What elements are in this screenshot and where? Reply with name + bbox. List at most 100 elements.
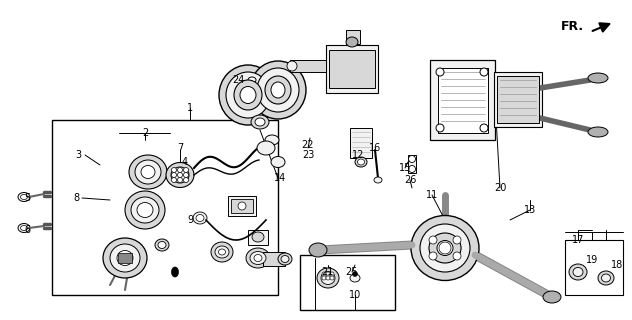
Bar [408, 155, 416, 173]
Ellipse shape [137, 203, 153, 218]
Ellipse shape [20, 195, 28, 199]
Ellipse shape [254, 254, 262, 261]
Bar [290, 60, 326, 72]
Circle shape [436, 68, 444, 76]
Text: 17: 17 [572, 235, 584, 245]
Text: 18: 18 [611, 260, 623, 270]
Text: 13: 13 [524, 205, 536, 215]
Ellipse shape [598, 271, 614, 285]
Text: 2: 2 [142, 128, 148, 138]
Ellipse shape [257, 141, 275, 155]
Ellipse shape [166, 163, 194, 188]
Bar [350, 128, 372, 158]
Ellipse shape [317, 268, 339, 288]
Ellipse shape [129, 155, 167, 189]
Ellipse shape [131, 197, 159, 223]
Text: 4: 4 [182, 157, 188, 167]
Text: 20: 20 [494, 183, 506, 193]
Ellipse shape [18, 193, 30, 202]
Bar [346, 30, 360, 44]
Text: 14: 14 [274, 173, 286, 183]
Ellipse shape [211, 242, 233, 262]
Ellipse shape [573, 268, 583, 276]
Text: 23: 23 [302, 150, 314, 160]
Ellipse shape [429, 233, 461, 263]
Ellipse shape [234, 80, 262, 110]
Bar [300, 255, 395, 310]
Ellipse shape [226, 72, 270, 118]
Ellipse shape [420, 224, 470, 272]
Ellipse shape [358, 159, 365, 165]
Ellipse shape [278, 253, 292, 265]
Ellipse shape [135, 160, 161, 184]
Ellipse shape [265, 76, 291, 104]
Ellipse shape [281, 255, 289, 262]
Ellipse shape [309, 243, 327, 257]
Circle shape [330, 276, 334, 280]
Circle shape [322, 272, 326, 276]
Bar [263, 252, 285, 266]
Circle shape [183, 172, 188, 178]
Ellipse shape [350, 274, 360, 282]
Ellipse shape [155, 239, 169, 251]
Ellipse shape [257, 68, 299, 112]
Ellipse shape [321, 271, 335, 284]
Text: 19: 19 [586, 255, 598, 265]
Ellipse shape [251, 115, 269, 129]
Ellipse shape [602, 274, 611, 282]
Bar [326, 45, 378, 93]
Circle shape [183, 178, 188, 182]
Ellipse shape [117, 251, 133, 266]
Bar [438, 68, 488, 133]
Ellipse shape [196, 214, 204, 221]
Ellipse shape [588, 73, 608, 83]
Ellipse shape [346, 37, 358, 47]
Circle shape [322, 276, 326, 280]
Bar [118, 253, 132, 263]
Ellipse shape [588, 127, 608, 137]
Bar [565, 240, 623, 295]
Text: 9: 9 [187, 215, 193, 225]
Bar [430, 60, 495, 140]
Ellipse shape [250, 252, 266, 265]
Text: 3: 3 [75, 150, 81, 160]
Circle shape [326, 272, 330, 276]
Circle shape [408, 165, 415, 172]
Ellipse shape [543, 291, 561, 303]
Ellipse shape [171, 267, 178, 277]
Circle shape [480, 68, 488, 76]
Ellipse shape [215, 246, 229, 258]
Ellipse shape [219, 249, 226, 255]
Ellipse shape [437, 241, 453, 255]
Circle shape [408, 156, 415, 163]
Circle shape [353, 271, 358, 276]
Text: 12: 12 [352, 150, 364, 160]
Ellipse shape [103, 238, 147, 278]
Circle shape [171, 178, 176, 182]
Bar [497, 76, 539, 123]
Ellipse shape [265, 135, 279, 145]
Ellipse shape [219, 65, 277, 125]
Bar [231, 199, 253, 213]
Circle shape [429, 236, 437, 244]
Circle shape [178, 172, 183, 178]
Ellipse shape [271, 156, 285, 167]
Circle shape [453, 236, 461, 244]
Text: 7: 7 [177, 143, 183, 153]
Ellipse shape [248, 77, 256, 83]
Text: 21: 21 [321, 267, 333, 277]
Text: 15: 15 [399, 163, 411, 173]
Circle shape [178, 178, 183, 182]
Circle shape [326, 276, 330, 280]
Circle shape [330, 272, 334, 276]
Ellipse shape [246, 248, 270, 268]
Ellipse shape [141, 165, 155, 179]
Circle shape [183, 167, 188, 172]
Text: 5: 5 [24, 193, 30, 203]
Bar [52, 120, 278, 295]
Circle shape [436, 124, 444, 132]
Bar [494, 72, 542, 127]
Bar [248, 230, 268, 245]
Ellipse shape [125, 191, 165, 229]
Ellipse shape [110, 244, 140, 272]
